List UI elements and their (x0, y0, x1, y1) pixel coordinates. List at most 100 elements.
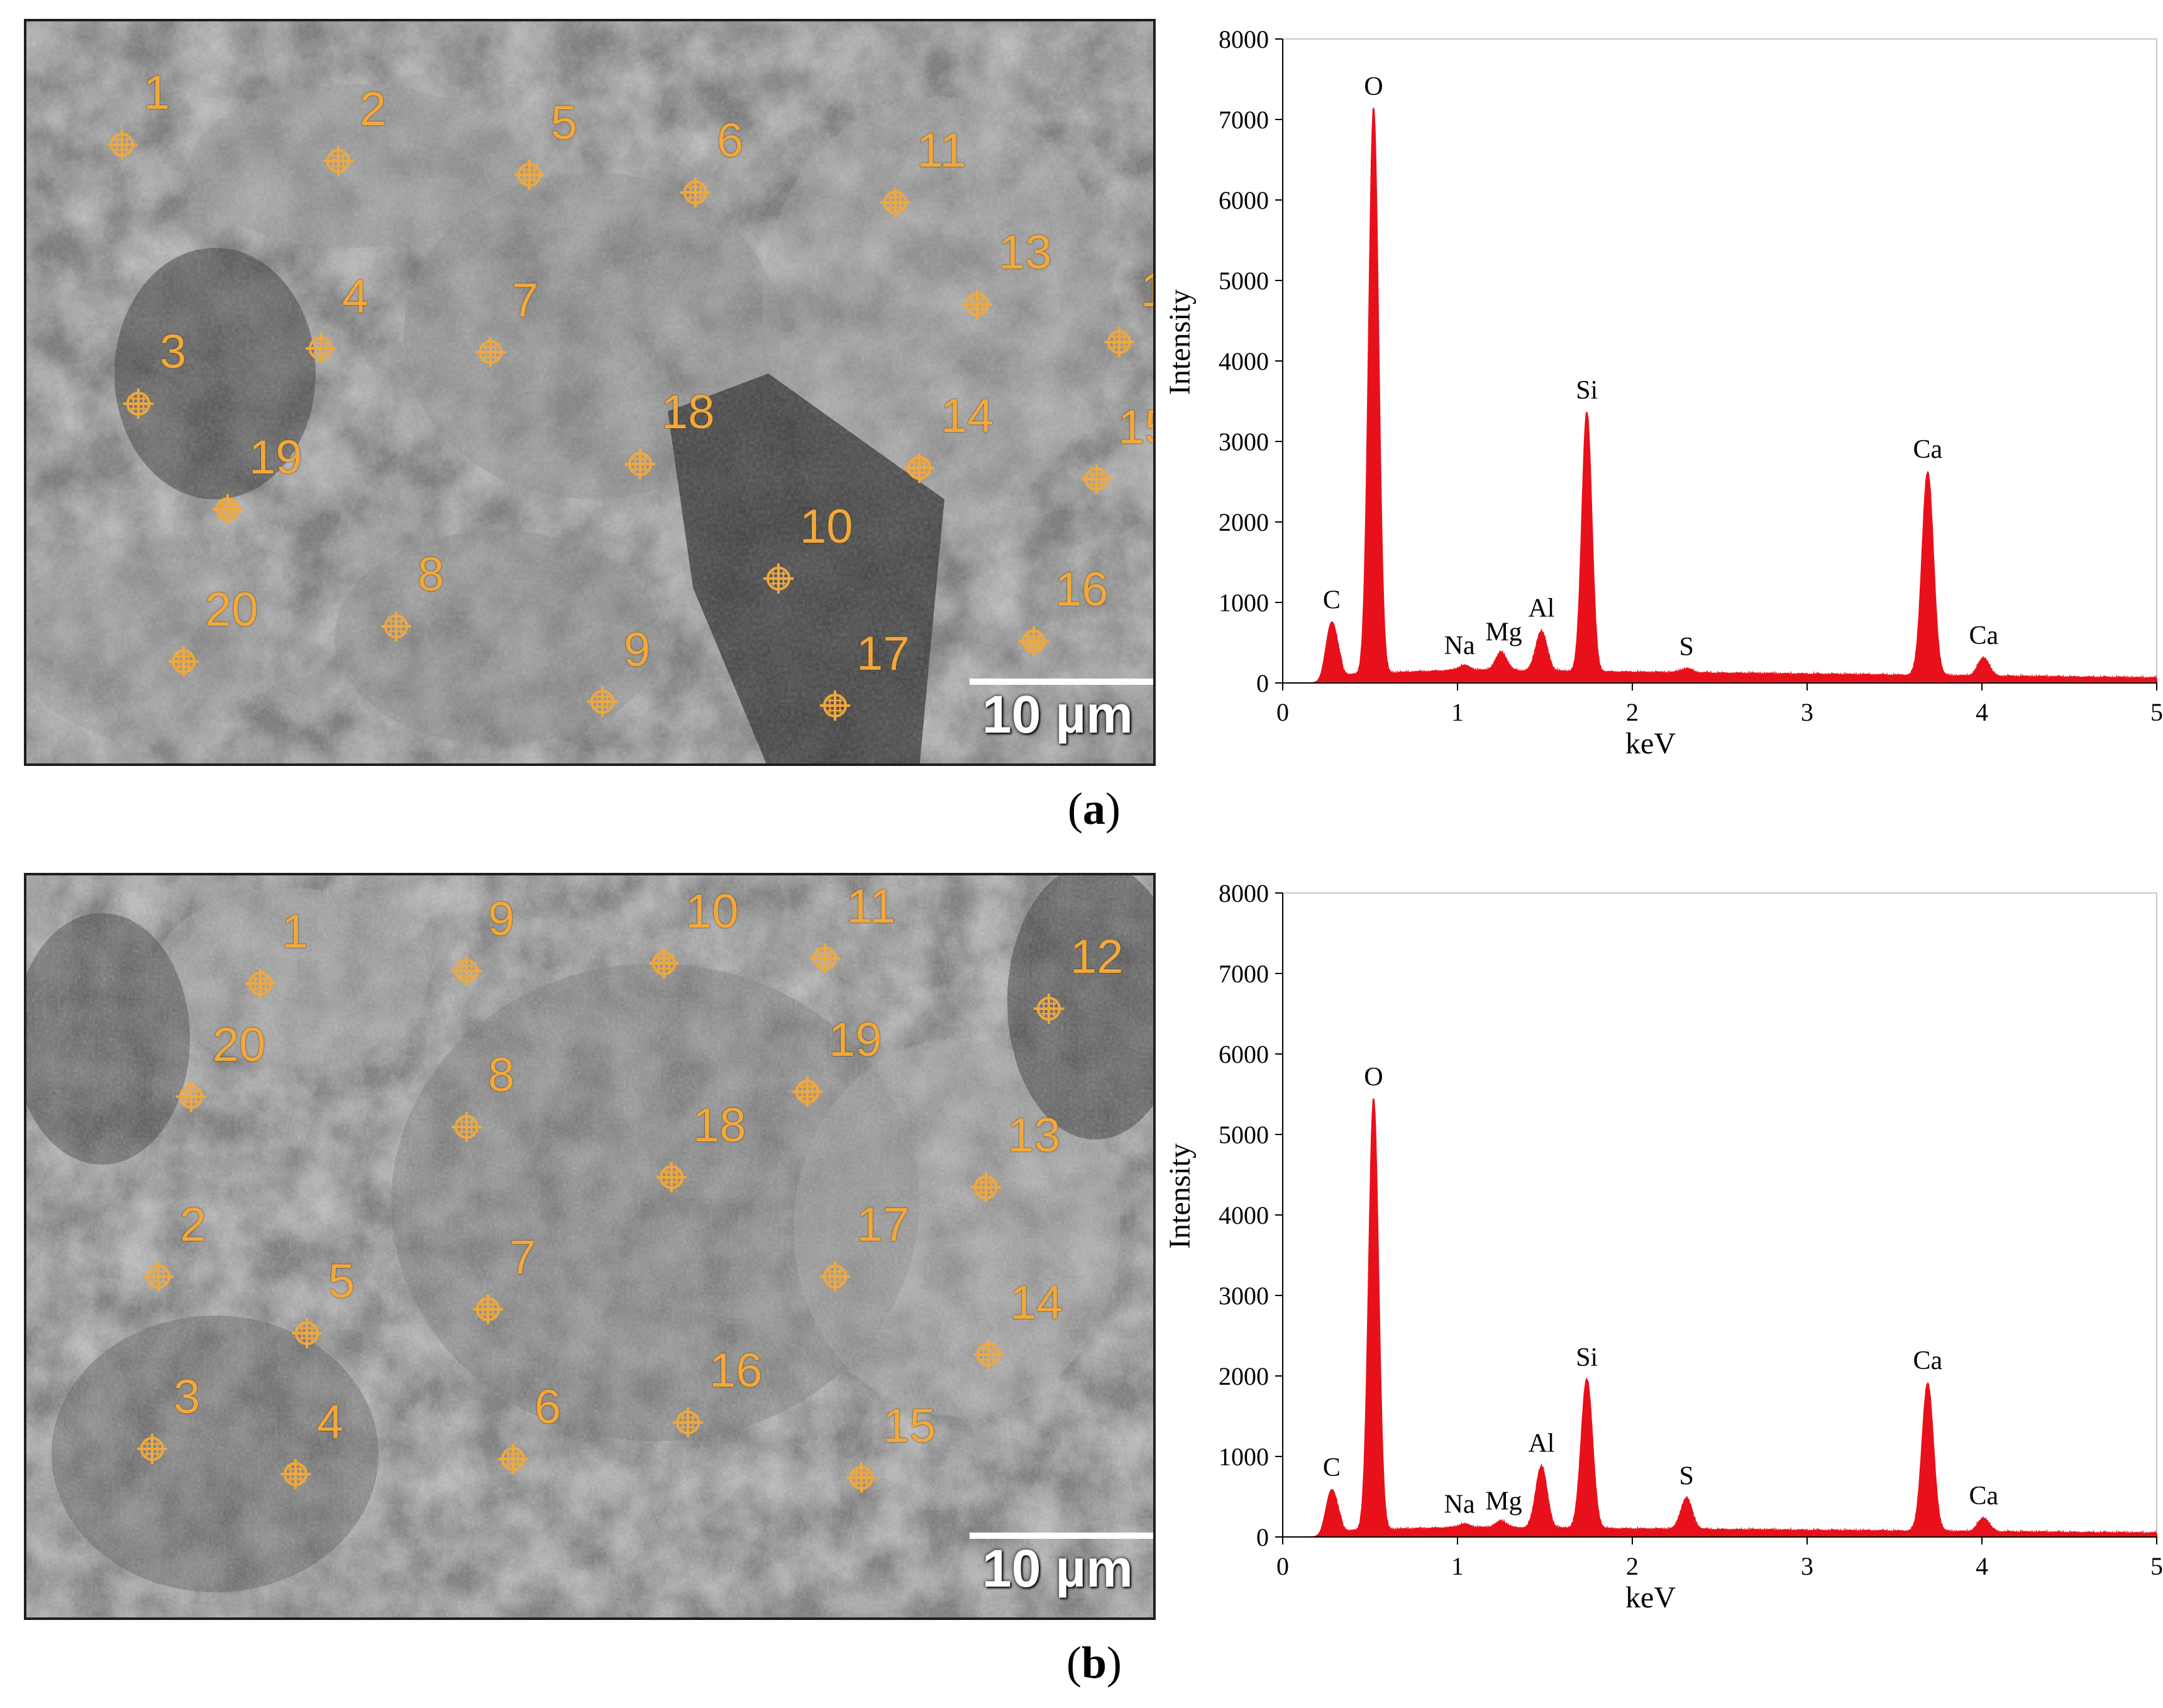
peak-label-na-2: Na (1444, 631, 1475, 660)
crosshair-icon (1019, 626, 1049, 657)
analysis-point-label: 11 (917, 124, 966, 177)
crosshair-icon (810, 943, 840, 973)
sem-micrograph-b: 1 2 3 4 5 6 7 8 9 10 11 12 13 14 15 16 17 18 19 20 10 µm (24, 873, 1156, 1620)
crosshair-icon (169, 646, 199, 677)
crosshair-icon (498, 1444, 528, 1474)
crosshair-icon (514, 160, 545, 190)
crosshair-icon (820, 1262, 850, 1292)
x-tick-label: 4 (1976, 698, 1988, 726)
analysis-point-label: 1 (143, 66, 170, 119)
crosshair-icon (123, 389, 153, 419)
x-tick-label: 5 (2150, 1552, 2163, 1580)
scale-bar-b (970, 1533, 1153, 1539)
x-tick-label: 5 (2150, 698, 2163, 726)
y-tick-label: 1000 (1219, 589, 1269, 617)
panel-caption-b: (b) (1066, 1638, 1122, 1688)
panel-label-a: a (1083, 784, 1105, 834)
edx-spectrum-chart-a: 0 1 2 3 4 5 0 1000 2000 3000 4000 5000 6000 7000 8000 k… (1163, 25, 2163, 760)
x-axis-label: keV (1625, 1581, 1676, 1614)
y-axis-label: Intensity (1163, 289, 1197, 395)
y-tick-label: 2000 (1219, 1362, 1269, 1390)
analysis-point-label: 5 (551, 96, 578, 150)
analysis-point-label: 3 (174, 1370, 201, 1424)
y-tick-label: 8000 (1219, 879, 1269, 907)
analysis-point-label: 17 (856, 1198, 910, 1251)
crosshair-icon (649, 948, 679, 979)
panel-caption-a: (a) (1068, 784, 1120, 834)
scale-bar-label-a: 10 µm (982, 685, 1133, 744)
crosshair-icon (107, 130, 137, 160)
crosshair-icon (1082, 464, 1112, 494)
edx-spectrum-chart-b: 0 1 2 3 4 5 0 1000 2000 3000 4000 5000 6000 7000 8000 k… (1163, 879, 2163, 1614)
crosshair-icon (213, 494, 243, 524)
analysis-point-label: 2 (180, 1198, 207, 1251)
peak-label-al-4: Al (1528, 1429, 1554, 1458)
peak-label-ca-8: Ca (1969, 621, 1998, 650)
y-axis-label: Intensity (1163, 1143, 1197, 1249)
analysis-point-label: 18 (661, 385, 715, 439)
crosshair-icon (846, 1463, 877, 1493)
y-tick-label: 6000 (1219, 186, 1269, 214)
analysis-point-label: 16 (1055, 563, 1109, 616)
analysis-point-label: 15 (883, 1399, 936, 1453)
x-tick-label: 1 (1451, 1552, 1464, 1580)
analysis-point-label: 11 (846, 880, 896, 933)
analysis-point-label: 20 (205, 583, 258, 636)
peak-label-o-1: O (1364, 1063, 1383, 1092)
y-tick-label: 8000 (1219, 25, 1269, 53)
y-tick-label: 3000 (1219, 428, 1269, 456)
x-tick-label: 3 (1801, 698, 1813, 726)
analysis-point-label: 4 (317, 1395, 344, 1449)
crosshair-icon (880, 187, 910, 218)
x-tick-label: 4 (1976, 1552, 1988, 1580)
crosshair-icon (680, 177, 711, 208)
analysis-point-label: 1 (282, 905, 309, 958)
peak-label-o-1: O (1364, 72, 1383, 101)
analysis-point-label: 7 (512, 274, 539, 327)
analysis-point-label: 12 (1070, 930, 1124, 984)
crosshair-icon (280, 1459, 311, 1489)
spectrum-area (1283, 1098, 2157, 1538)
sem-texture-a (26, 21, 1153, 763)
analysis-point-label: 14 (1010, 1276, 1063, 1329)
analysis-point-label: 20 (213, 1018, 266, 1072)
crosshair-icon (323, 146, 353, 176)
y-tick-label: 3000 (1219, 1282, 1269, 1310)
y-tick-label: 6000 (1219, 1040, 1269, 1068)
analysis-point-label: 9 (488, 892, 515, 946)
crosshair-icon (673, 1407, 703, 1438)
x-tick-label: 0 (1276, 698, 1289, 726)
analysis-point-label: 18 (693, 1099, 746, 1152)
analysis-point-label: 15 (1118, 401, 1153, 454)
crosshair-icon (473, 1294, 503, 1324)
y-tick-label: 1000 (1219, 1443, 1269, 1471)
crosshair-icon (451, 956, 482, 986)
y-tick-label: 4000 (1219, 1201, 1269, 1229)
peak-label-mg-3: Mg (1485, 618, 1522, 647)
crosshair-icon (1104, 327, 1134, 357)
peak-label-si-5: Si (1576, 1343, 1598, 1372)
y-tick-label: 4000 (1219, 347, 1269, 375)
analysis-point-label: 12 (1141, 267, 1153, 314)
spectrum-area (1283, 107, 2157, 684)
peak-label-c-0: C (1323, 1453, 1341, 1482)
analysis-point-label: 19 (829, 1013, 882, 1067)
peak-label-ca-7: Ca (1913, 1346, 1942, 1375)
analysis-point-label: 6 (534, 1380, 561, 1434)
crosshair-icon (137, 1434, 167, 1464)
analysis-point-label: 10 (685, 885, 739, 938)
crosshair-icon (820, 690, 850, 721)
crosshair-icon (292, 1318, 322, 1348)
analysis-point-label: 2 (360, 82, 387, 136)
peak-label-mg-3: Mg (1485, 1487, 1522, 1516)
y-tick-label: 7000 (1219, 960, 1269, 988)
analysis-point-label: 9 (624, 623, 651, 677)
analysis-point-label: 16 (709, 1344, 763, 1397)
crosshair-icon (451, 1112, 482, 1142)
y-tick-label: 5000 (1219, 267, 1269, 295)
analysis-point-label: 10 (800, 500, 853, 553)
analysis-point-label: 17 (856, 627, 910, 680)
crosshair-icon (1034, 994, 1064, 1024)
x-tick-label: 0 (1276, 1552, 1289, 1580)
